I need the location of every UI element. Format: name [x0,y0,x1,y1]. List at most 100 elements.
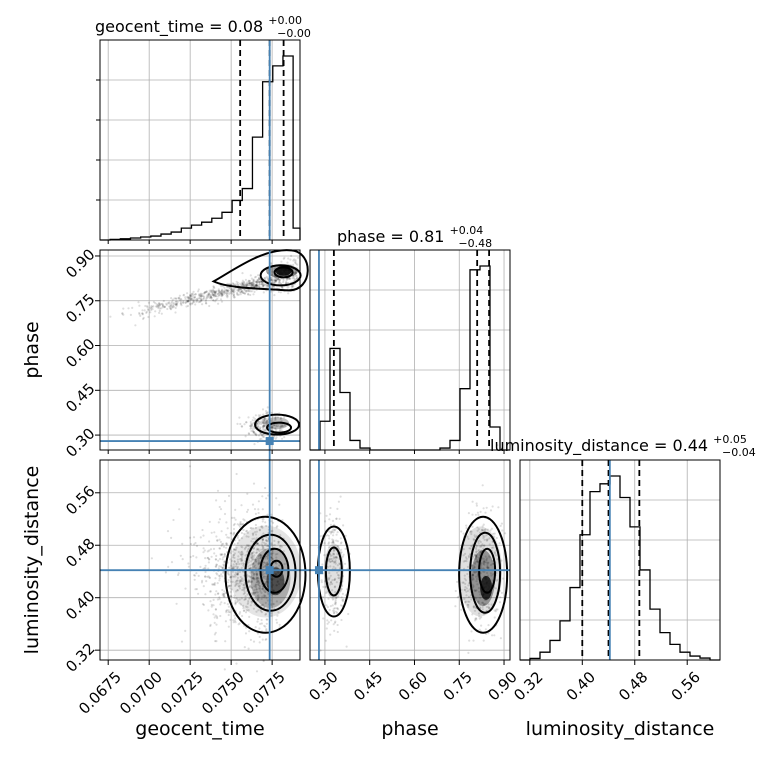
scatter-point-lg-195 [270,612,273,615]
scatter-point-pg-556 [189,298,193,301]
scatter-point-lg-544 [250,592,253,595]
scatter-point-pg-588 [277,277,280,280]
scatter-point-pg-85 [174,297,177,300]
scatter-point-lg-354 [255,551,259,554]
scatter-point-pg-245 [150,308,153,312]
scatter-point-lp-596 [320,581,323,584]
scatter-point-lp-26 [336,607,339,610]
scatter-point-lp-296 [456,596,459,599]
scatter-point-lp-235 [336,531,339,534]
scatter-point-pg-376 [246,282,249,285]
scatter-point-lg-979 [235,562,238,565]
scatter-point-pg-291 [182,301,185,305]
scatter-point-pl-164 [264,420,268,424]
scatter-point-pg-122 [287,257,290,260]
scatter-point-pg-84 [271,278,274,282]
scatter-point-lg-825 [265,497,268,500]
scatter-point-pg-21 [274,279,277,282]
scatter-point-lg-109 [177,573,180,577]
scatter-point-pl-99 [276,416,279,419]
scatter-point-pg-112 [187,299,190,302]
scatter-point-lp-379 [324,639,327,642]
scatter-point-pl-217 [271,426,274,429]
scatter-point-pg-632 [243,288,246,291]
scatter-point-lg-272 [232,533,235,536]
scatter-point-pg-34 [217,291,220,295]
scatter-point-lp-279 [332,556,335,559]
scatter-point-pg-312 [253,290,256,293]
scatter-point-lg-769 [242,583,245,587]
scatter-point-lp-620 [467,603,470,607]
scatter-point-lp-630 [466,589,470,593]
scatter-point-lg-1023 [249,638,252,642]
scatter-point-pl-14 [261,433,264,436]
scatter-point-lg-481 [236,589,239,592]
scatter-point-pg-90 [231,292,234,295]
scatter-point-lg-691 [227,571,230,574]
scatter-point-pg-469 [192,300,195,303]
scatter-point-lg-621 [260,597,263,601]
scatter-point-lg-463 [255,548,258,551]
scatter-point-pg-893 [182,299,185,302]
scatter-point-pg-224 [161,303,164,306]
scatter-point-lp-268 [334,556,337,559]
scatter-point-lg-503 [200,581,204,584]
scatter-point-lg-64 [213,621,216,625]
scatter-point-pg-206 [237,284,240,287]
scatter-point-lp-373 [460,608,463,611]
scatter-point-pg-173 [240,291,243,294]
scatter-point-lg-1077 [213,531,216,534]
scatter-point-lp-103 [485,559,488,562]
scatter-point-pg-597 [216,293,219,296]
scatter-point-pg-706 [226,296,229,299]
scatter-point-lg-956 [263,606,266,609]
scatter-point-pg-117 [217,295,220,298]
scatter-point-lg-633 [230,532,233,535]
scatter-point-lp-219 [332,623,335,626]
scatter-point-lg-189 [257,579,260,582]
scatter-point-lg-935 [258,582,261,585]
scatter-point-lp-40 [504,532,507,535]
scatter-point-lg-383 [229,552,232,555]
scatter-point-lg-489 [250,601,253,604]
scatter-point-pg-353 [232,283,235,286]
scatter-point-lg-971 [208,520,211,524]
scatter-point-lg-367 [231,567,234,570]
scatter-point-lp-297 [471,564,474,567]
scatter-point-lg-754 [253,565,256,569]
scatter-point-lp-51 [319,649,322,652]
scatter-point-lg-697 [245,529,249,532]
scatter-point-lg-382 [202,585,205,588]
scatter-point-pg-32 [172,301,175,305]
scatter-point-lg-135 [251,557,254,561]
scatter-point-lg-48 [218,518,221,521]
scatter-point-lp-466 [473,561,476,564]
scatter-point-lg-1053 [251,551,254,555]
scatter-point-lg-527 [236,576,239,580]
scatter-point-pg-454 [277,290,280,293]
scatter-point-pg-272 [220,293,224,296]
scatter-point-pg-47 [200,295,203,298]
yticklabel-phase-1: 0.45 [62,380,98,416]
scatter-point-pg-405 [258,276,261,280]
scatter-point-lp-225 [474,575,477,578]
scatter-point-lg-898 [236,600,239,604]
scatter-point-lp-255 [334,577,337,580]
scatter-point-pg-657 [293,258,296,261]
scatter-point-pg-421 [288,277,291,280]
scatter-point-lg-316 [247,547,250,551]
contour-lp-2 [469,531,502,614]
scatter-point-pg-540 [155,305,158,308]
scatter-point-lg-890 [231,550,234,553]
scatter-point-lp-188 [331,560,334,563]
scatter-point-lg-530 [257,579,260,583]
scatter-point-lg-561 [266,555,269,558]
scatter-point-pg-290 [202,294,205,298]
scatter-point-lg-803 [226,609,229,612]
scatter-point-pg-456 [210,296,213,299]
xticklabel-phase-1: 0.45 [350,668,386,704]
scatter-point-lg-149 [257,562,260,565]
scatter-point-lp-127 [344,547,347,551]
scatter-point-lg-304 [187,562,190,565]
scatter-point-pg-9 [170,302,173,305]
